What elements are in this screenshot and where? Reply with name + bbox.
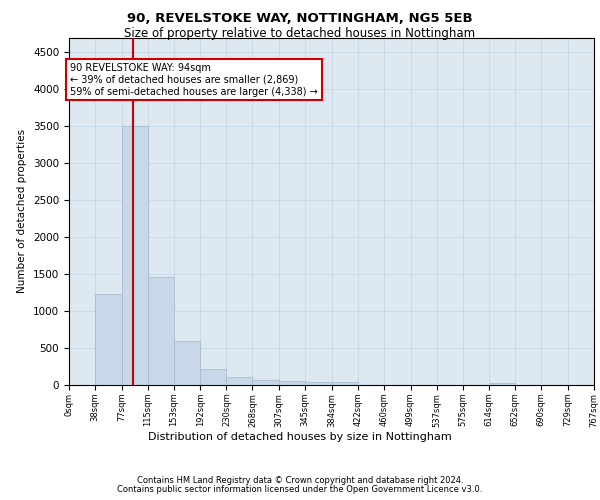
- Bar: [122, 126, 148, 385]
- Bar: [226, 377, 253, 385]
- Bar: [95, 294, 122, 385]
- Bar: [332, 382, 358, 385]
- Text: Contains HM Land Registry data © Crown copyright and database right 2024.: Contains HM Land Registry data © Crown c…: [137, 476, 463, 485]
- Text: 90, REVELSTOKE WAY, NOTTINGHAM, NG5 5EB: 90, REVELSTOKE WAY, NOTTINGHAM, NG5 5EB: [127, 12, 473, 26]
- Y-axis label: Number of detached properties: Number of detached properties: [17, 129, 28, 294]
- Bar: [279, 380, 305, 385]
- Bar: [148, 277, 174, 385]
- Bar: [489, 383, 515, 385]
- Text: 90 REVELSTOKE WAY: 94sqm
← 39% of detached houses are smaller (2,869)
59% of sem: 90 REVELSTOKE WAY: 94sqm ← 39% of detach…: [70, 64, 318, 96]
- Text: Size of property relative to detached houses in Nottingham: Size of property relative to detached ho…: [124, 28, 476, 40]
- Bar: [253, 380, 279, 385]
- Bar: [305, 382, 332, 385]
- Bar: [200, 368, 226, 385]
- Text: Contains public sector information licensed under the Open Government Licence v3: Contains public sector information licen…: [118, 485, 482, 494]
- Bar: [174, 342, 200, 385]
- Text: Distribution of detached houses by size in Nottingham: Distribution of detached houses by size …: [148, 432, 452, 442]
